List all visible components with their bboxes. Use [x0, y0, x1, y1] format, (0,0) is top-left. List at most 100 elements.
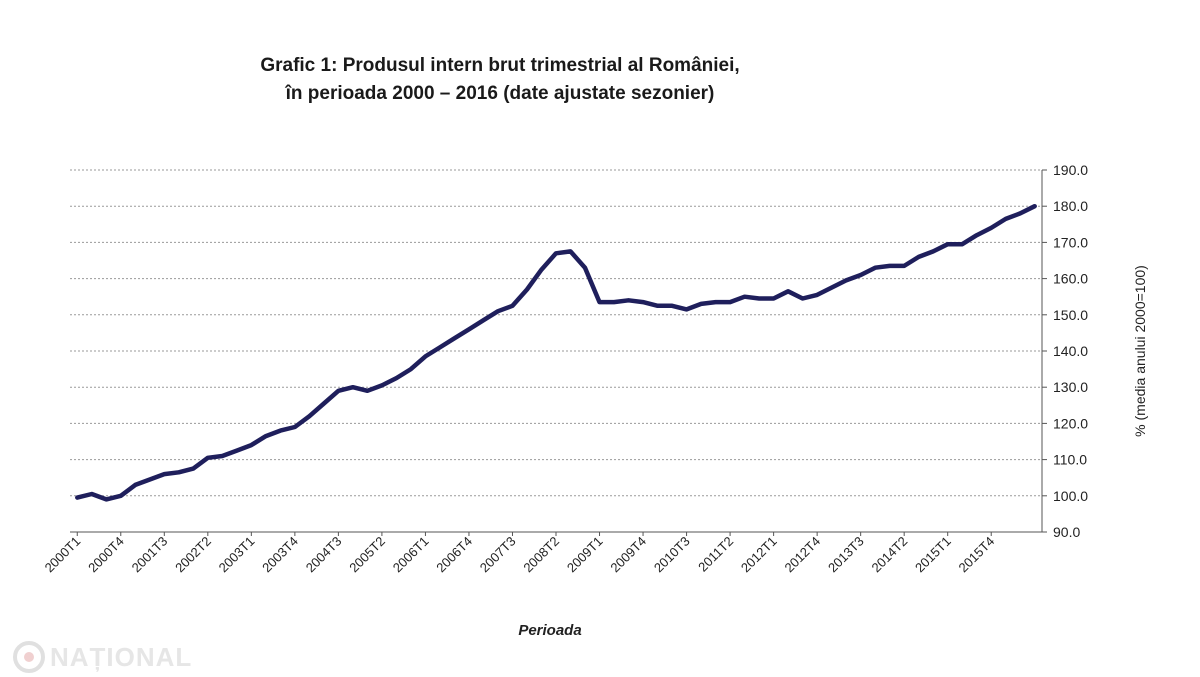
x-tick-label: 2013T3 [825, 534, 867, 576]
data-point [76, 496, 79, 499]
x-tick-label: 2004T3 [303, 534, 345, 576]
y-tick-label: 190.0 [1053, 162, 1088, 178]
x-tick-label: 2001T3 [129, 534, 171, 576]
data-point [497, 310, 499, 312]
y-tick-label: 140.0 [1053, 343, 1088, 359]
data-point [90, 493, 93, 495]
y-tick-label: 120.0 [1053, 415, 1088, 431]
watermark-text: NAȚIONAL [50, 641, 193, 672]
chart-title-line1: Grafic 1: Produsul intern brut trimestri… [260, 55, 740, 76]
data-point [801, 297, 804, 300]
data-point [772, 297, 775, 300]
data-point [1033, 205, 1036, 207]
chart-title-line2: în perioada 2000 – 2016 (date ajustate s… [285, 83, 715, 104]
chart-title: Grafic 1: Produsul intern brut trimestri… [0, 52, 1000, 108]
data-point [424, 355, 427, 358]
data-point [236, 449, 238, 452]
data-point [787, 290, 789, 293]
x-tick-label: 2012T4 [781, 534, 823, 576]
data-point [279, 429, 282, 432]
data-point [453, 337, 456, 340]
y-tick-label: 110.0 [1053, 452, 1087, 468]
data-point [410, 368, 412, 370]
gdp-series-line [75, 203, 1037, 502]
data-point [526, 288, 528, 291]
data-point [990, 227, 993, 229]
y-axis-label: % (media anului 2000=100) [1132, 265, 1148, 437]
data-point [598, 301, 601, 303]
y-tick-label: 150.0 [1053, 307, 1088, 323]
x-tick-label: 2011T2 [695, 534, 736, 575]
data-point [859, 274, 862, 276]
data-point [830, 286, 833, 289]
x-axis-label: Perioada [518, 622, 582, 639]
data-point [134, 484, 137, 486]
x-tick-label: 2006T1 [390, 534, 432, 576]
y-tick-label: 100.0 [1053, 488, 1088, 504]
data-point [555, 252, 557, 255]
data-point [816, 294, 818, 296]
data-point [758, 297, 760, 300]
data-point [540, 268, 543, 271]
x-tick-label: 2007T3 [477, 534, 519, 576]
data-point [468, 328, 470, 331]
x-tick-label: 2009T4 [607, 534, 649, 576]
data-point [671, 304, 673, 307]
data-point [250, 444, 253, 446]
data-point [656, 304, 659, 307]
data-point [207, 456, 209, 459]
data-point [569, 250, 572, 253]
data-point [221, 455, 224, 457]
data-point [975, 234, 978, 236]
x-tick-label: 2015T4 [956, 534, 998, 576]
data-point [961, 243, 964, 246]
data-point [294, 426, 296, 428]
data-point [714, 301, 717, 303]
data-point [888, 265, 891, 267]
data-point [163, 473, 166, 475]
watermark-logo: NAȚIONAL [12, 640, 192, 674]
data-point [511, 304, 514, 307]
data-point [700, 303, 702, 305]
y-tick-label: 90.0 [1053, 524, 1080, 540]
data-point [613, 301, 615, 303]
x-tick-label: 2015T1 [912, 534, 954, 576]
data-point [642, 301, 644, 303]
x-tick-label: 2006T4 [433, 534, 475, 576]
data-point [584, 266, 586, 269]
x-tick-label: 2014T2 [869, 534, 911, 576]
data-point [395, 377, 398, 379]
x-tick-label: 2000T4 [85, 534, 127, 576]
data-point [178, 471, 180, 474]
data-point [119, 495, 122, 497]
y-tick-label: 170.0 [1053, 234, 1088, 250]
data-point [917, 256, 920, 258]
data-point [337, 390, 340, 392]
data-point [439, 346, 441, 349]
data-point [265, 435, 267, 437]
data-point [352, 386, 354, 389]
data-point [874, 266, 876, 269]
x-tick-label: 2010T3 [651, 534, 693, 576]
data-point [627, 299, 630, 302]
data-point [932, 250, 934, 253]
x-tick-label: 2005T2 [346, 534, 388, 576]
data-point [946, 243, 949, 246]
data-point [482, 319, 485, 322]
data-point [685, 308, 688, 311]
data-point [1004, 218, 1007, 220]
x-tick-label: 2002T2 [172, 534, 214, 576]
data-point [308, 415, 311, 417]
y-tick-label: 160.0 [1053, 271, 1088, 287]
data-point [366, 390, 369, 392]
x-tick-label: 2009T1 [564, 534, 606, 576]
watermark-emblem-icon [13, 641, 45, 673]
x-tick-label: 2003T4 [259, 534, 301, 576]
y-tick-label: 130.0 [1053, 379, 1088, 395]
data-point [381, 384, 383, 387]
x-tick-label: 2000T1 [42, 534, 84, 576]
data-point [729, 301, 731, 303]
data-point [845, 279, 847, 282]
y-tick-label: 180.0 [1053, 198, 1088, 214]
